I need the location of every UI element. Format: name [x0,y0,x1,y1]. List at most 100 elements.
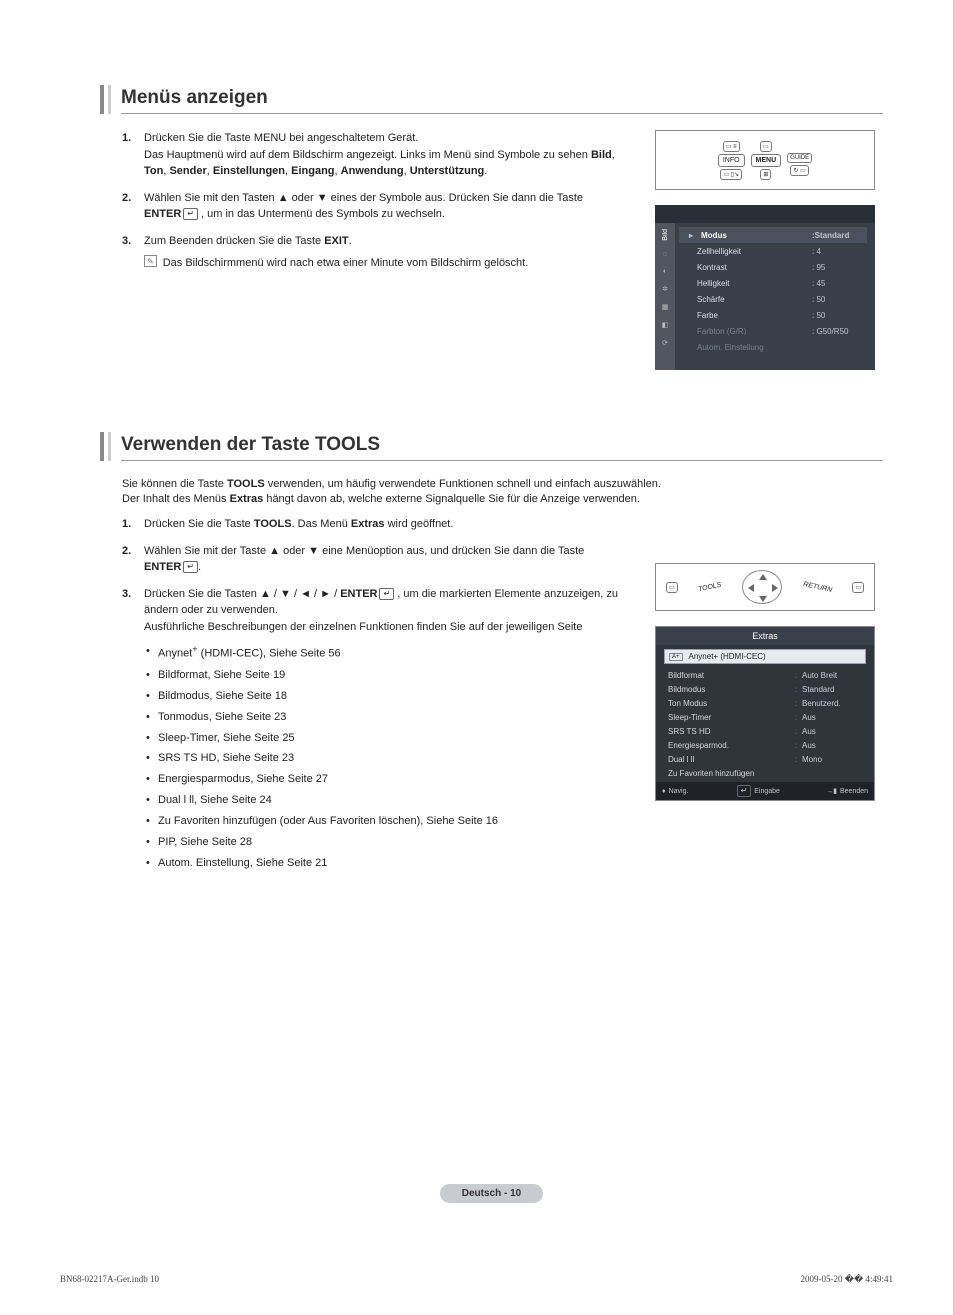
footer-nav: ♦Navig. [662,785,688,797]
extras-row-label: Dual l ll [668,755,790,764]
osd-row-label: Kontrast [695,263,812,272]
extras-row: Bildmodus:Standard [668,682,862,696]
remote-exit-row: ▭ ▯↘ [720,169,742,180]
extras-row: Ton Modus:Benutzerd. [668,696,862,710]
extras-rows: Bildformat:Auto BreitBildmodus:StandardT… [656,668,874,780]
step-note: ✎ Das Bildschirmmenü wird nach etwa einer… [144,255,622,272]
osd-sidebar: Bild ◌ ◐ ✲ ▦ ◧ ⟳ [655,223,675,370]
step-body: Drücken Sie die Tasten ▲ / ▼ / ◄ / ► / E… [144,586,622,874]
extras-row-label: Ton Modus [668,699,790,708]
bullet-item: PIP, Siehe Seite 28 [144,832,622,853]
remote-blank-right: ▭ [852,582,864,593]
remote-blank2-button: ▭ [760,141,772,152]
page-number-pill: Deutsch - 10 [440,1184,543,1203]
step-number: 1. [122,516,144,533]
extras-colon: : [790,685,802,694]
remote-info-button: INFO [718,154,745,167]
osd-row-value: : 45 [812,279,867,288]
osd-header-row: ▸ Modus :Standard [679,227,867,243]
osd-side-icon: ▦ [662,303,669,311]
step-body: Drücken Sie die Taste TOOLS. Das Menü Ex… [144,516,622,533]
title-bar-light [108,85,111,114]
extras-row-value: Aus [802,741,862,750]
doc-footer-right: 2009-05-20 �� 4:49:41 [801,1274,893,1285]
bullet-item: Autom. Einstellung, Siehe Seite 21 [144,853,622,874]
osd-row: Zellhelligkeit: 4 [679,243,867,259]
remote-return-row: ↻ ▭ [790,165,808,176]
step-item: 1.Drücken Sie die Taste MENU bei angesch… [122,130,622,180]
osd-row-label: Schärfe [695,295,812,304]
extras-colon: : [790,699,802,708]
doc-footer-left: BN68-02217A-Ger.indb 10 [60,1274,159,1285]
step-body: Zum Beenden drücken Sie die Taste EXIT.✎… [144,233,622,272]
bullet-item: SRS TS HD, Siehe Seite 23 [144,748,622,769]
extras-colon: : [790,741,802,750]
bullet-item: Tonmodus, Siehe Seite 23 [144,707,622,728]
step-item: 2.Wählen Sie mit den Tasten ▲ oder ▼ ein… [122,190,622,223]
remote-menu-button: MENU [751,154,782,167]
footer-exit: →▮Beenden [826,785,868,797]
extras-selected-row: A+ Anynet+ (HDMI-CEC) [664,649,866,664]
step-item: 2.Wählen Sie mit der Taste ▲ oder ▼ eine… [122,543,622,576]
osd-side-icon: ⟳ [662,339,668,347]
bild-menu-osd: Bild ◌ ◐ ✲ ▦ ◧ ⟳ ▸ Modus :Standard Zellh… [655,205,875,370]
step-number: 1. [122,130,144,180]
document-footer: BN68-02217A-Ger.indb 10 2009-05-20 �� 4:… [0,1274,953,1285]
bullet-item: Anynet+ (HDMI-CEC), Siehe Seite 56 [144,641,622,665]
section2-intro: Sie können die Taste TOOLS verwenden, um… [122,477,842,509]
extras-row: SRS TS HD:Aus [668,724,862,738]
anynet-icon: A+ [669,653,683,661]
extras-selected-label: Anynet+ (HDMI-CEC) [689,652,766,661]
remote-tools-label: TOOLS [698,581,723,593]
bullet-item: Dual l ll, Siehe Seite 24 [144,790,622,811]
extras-footer: ♦Navig. ↵Eingabe →▮Beenden [656,782,874,800]
note-icon: ✎ [144,255,157,267]
extras-colon: : [790,755,802,764]
extras-colon: : [790,727,802,736]
step-body: Drücken Sie die Taste MENU bei angeschal… [144,130,622,180]
osd-side-icon: ◧ [662,321,669,329]
section2-title: Verwenden der Taste TOOLS [121,432,883,461]
osd-pointer-icon: ▸ [683,231,699,240]
osd-side-label: Bild [662,229,669,241]
extras-row-value: Auto Breit [802,671,862,680]
step-item: 3.Zum Beenden drücken Sie die Taste EXIT… [122,233,622,272]
bullet-item: Energiesparmodus, Siehe Seite 27 [144,769,622,790]
osd-row: Schärfe: 50 [679,291,867,307]
bullet-item: Bildmodus, Siehe Seite 18 [144,686,622,707]
page-footer: Deutsch - 10 [100,1184,883,1203]
step-number: 2. [122,543,144,576]
step-body: Wählen Sie mit der Taste ▲ oder ▼ eine M… [144,543,622,576]
note-text: Das Bildschirmmenü wird nach etwa einer … [163,255,529,272]
osd-row-value: : 50 [812,311,867,320]
remote-buttons-figure-1: ▭ ≡ INFO ▭ ▯↘ ▭ MENU ⊞ GUIDE ↻ ▭ [655,130,875,190]
osd-row: Farbe: 50 [679,307,867,323]
extras-row-value: Aus [802,727,862,736]
step-number: 3. [122,586,144,874]
extras-row-label: SRS TS HD [668,727,790,736]
step-body: Wählen Sie mit den Tasten ▲ oder ▼ eines… [144,190,622,223]
remote-guide-button: GUIDE [787,153,812,163]
extras-row-value: Mono [802,755,862,764]
extras-row: Dual l ll:Mono [668,752,862,766]
extras-row: Bildformat:Auto Breit [668,668,862,682]
extras-menu-osd: Extras A+ Anynet+ (HDMI-CEC) Bildformat:… [655,626,875,801]
step-item: 1.Drücken Sie die Taste TOOLS. Das Menü … [122,516,622,533]
remote-blank-left: ▭ [666,582,678,593]
osd-row: Kontrast: 95 [679,259,867,275]
manual-page: Menüs anzeigen 1.Drücken Sie die Taste M… [0,0,953,1250]
osd-row-value: : 50 [812,295,867,304]
extras-row-label: Sleep-Timer [668,713,790,722]
extras-row-label: Bildmodus [668,685,790,694]
osd-row-value: : 95 [812,263,867,272]
osd-header-label: Modus [699,231,812,240]
extras-row-label: Zu Favoriten hinzufügen [668,769,790,778]
osd-tabs [655,205,875,223]
extras-row-value: Standard [802,685,862,694]
footer-enter: ↵Eingabe [735,785,780,797]
osd-row: Autom. Einstellung [679,339,867,355]
extras-row-value: Aus [802,713,862,722]
extras-colon: : [790,713,802,722]
osd-row-label: Farbe [695,311,812,320]
step-number: 3. [122,233,144,272]
